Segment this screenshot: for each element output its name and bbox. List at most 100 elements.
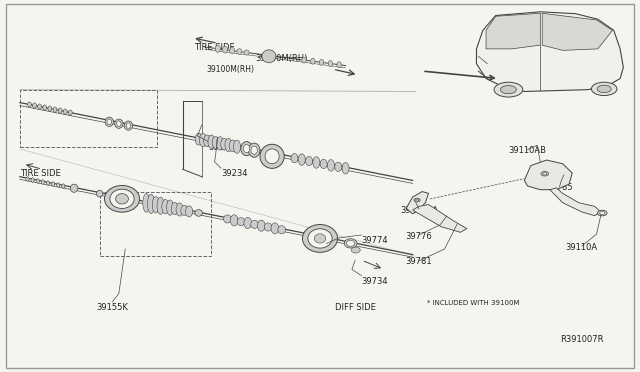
Ellipse shape [58,108,62,113]
Ellipse shape [328,160,335,171]
Ellipse shape [237,49,242,54]
Ellipse shape [223,46,228,53]
Ellipse shape [320,159,327,169]
Ellipse shape [176,203,183,216]
Ellipse shape [257,220,265,231]
Ellipse shape [68,110,72,115]
Polygon shape [413,205,467,232]
Ellipse shape [260,144,284,169]
Ellipse shape [186,206,193,217]
Text: DIFF SIDE: DIFF SIDE [335,303,376,312]
Text: 39100M(RH): 39100M(RH) [207,65,255,74]
Ellipse shape [41,180,44,184]
Text: 39776: 39776 [406,231,433,241]
Ellipse shape [313,157,320,168]
Text: R391007R: R391007R [560,335,604,344]
Ellipse shape [244,218,252,228]
Text: TIRE SIDE: TIRE SIDE [20,169,61,177]
Ellipse shape [143,194,150,212]
Ellipse shape [63,109,67,114]
Ellipse shape [116,194,129,204]
Ellipse shape [310,58,315,64]
Ellipse shape [208,135,215,148]
Text: TIRE SIDE: TIRE SIDE [195,42,235,51]
Ellipse shape [31,178,34,182]
Polygon shape [486,13,540,49]
Polygon shape [476,12,623,92]
Text: * INCLUDED WITH 39100M: * INCLUDED WITH 39100M [427,300,520,306]
Ellipse shape [46,181,49,185]
Ellipse shape [195,133,202,145]
Ellipse shape [204,135,211,147]
Ellipse shape [116,121,121,126]
Text: 39156K: 39156K [208,143,240,153]
Ellipse shape [28,102,31,107]
Ellipse shape [344,239,357,248]
Ellipse shape [61,184,65,188]
Ellipse shape [265,149,279,164]
Text: 39110AA: 39110AA [400,206,438,215]
Ellipse shape [319,60,324,65]
Ellipse shape [200,133,207,147]
Ellipse shape [43,105,47,110]
Ellipse shape [335,162,342,171]
Ellipse shape [314,234,326,243]
Ellipse shape [342,163,349,174]
Ellipse shape [230,48,235,54]
Ellipse shape [107,119,111,125]
Text: 39781: 39781 [406,257,432,266]
Ellipse shape [104,186,140,212]
Ellipse shape [33,103,36,108]
Ellipse shape [591,82,617,96]
Ellipse shape [251,146,257,154]
Ellipse shape [241,142,252,156]
Ellipse shape [124,121,132,130]
Text: 39774: 39774 [362,236,388,245]
Polygon shape [550,188,601,216]
Text: 39110AB: 39110AB [509,146,547,155]
Text: 39785: 39785 [546,183,573,192]
Ellipse shape [351,247,360,253]
Text: 39155K: 39155K [97,303,129,312]
Ellipse shape [70,184,78,192]
Ellipse shape [243,145,250,153]
Ellipse shape [414,198,420,202]
Ellipse shape [494,82,523,97]
Polygon shape [524,160,572,190]
Ellipse shape [328,61,333,67]
Ellipse shape [152,196,159,213]
Ellipse shape [337,62,341,68]
Ellipse shape [126,123,131,128]
Ellipse shape [212,137,220,148]
Ellipse shape [244,50,249,55]
Ellipse shape [26,177,29,181]
Ellipse shape [36,179,39,183]
Ellipse shape [543,173,547,175]
Ellipse shape [598,210,607,216]
Ellipse shape [157,197,164,214]
Ellipse shape [48,106,52,111]
Ellipse shape [234,140,241,153]
Ellipse shape [221,138,228,150]
Ellipse shape [278,226,285,234]
Ellipse shape [110,189,134,208]
Ellipse shape [230,215,238,226]
Ellipse shape [38,104,42,109]
Ellipse shape [229,140,236,152]
Ellipse shape [237,218,245,226]
Ellipse shape [305,156,312,166]
Ellipse shape [291,154,298,163]
Ellipse shape [415,199,419,201]
Ellipse shape [248,143,260,157]
Ellipse shape [166,200,173,215]
Polygon shape [542,13,612,50]
Ellipse shape [541,171,548,176]
Ellipse shape [56,183,60,187]
Ellipse shape [597,85,611,93]
Ellipse shape [308,229,332,248]
Ellipse shape [225,138,232,152]
Polygon shape [406,192,429,214]
Ellipse shape [302,57,307,63]
Ellipse shape [346,240,355,246]
Ellipse shape [298,154,305,165]
